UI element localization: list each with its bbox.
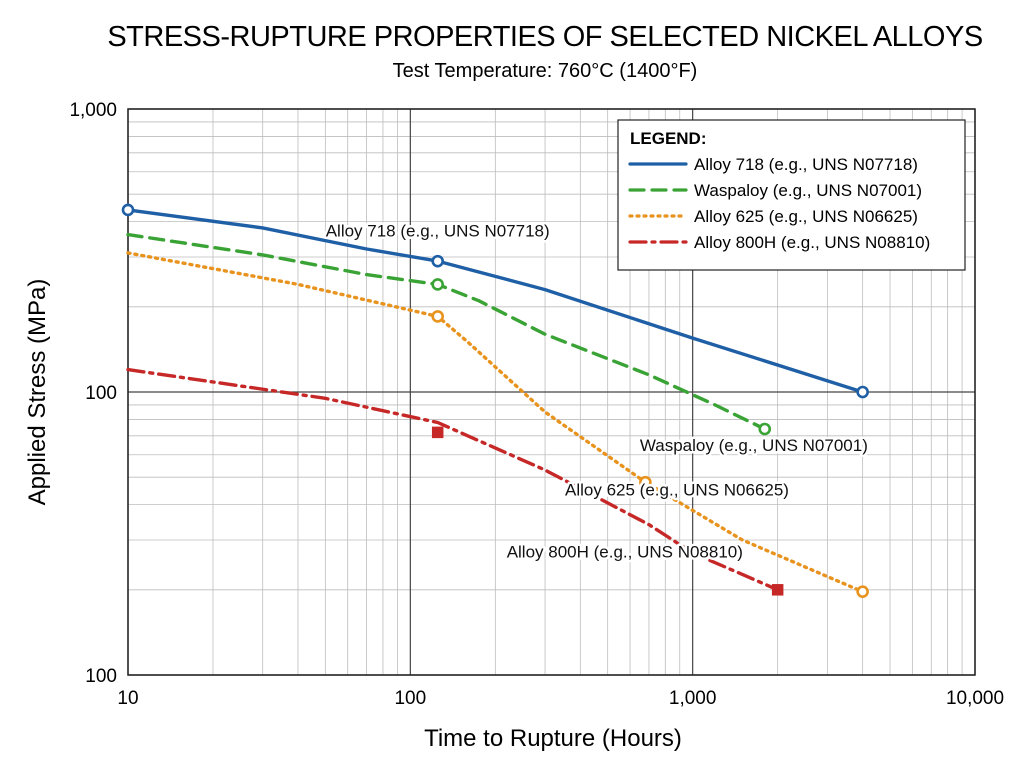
x-axis-label: Time to Rupture (Hours) [424, 725, 682, 752]
y-tick-label: 100 [85, 666, 117, 687]
y-tick-label: 100 [85, 383, 117, 404]
data-point-alloy-625 [639, 475, 652, 489]
legend-label-alloy-718: Alloy 718 (e.g., UNS N07718) [694, 155, 918, 174]
data-point-alloy-800h [771, 584, 784, 596]
series-line-alloy-800h [126, 367, 780, 592]
legend-label-alloy-625: Alloy 625 (e.g., UNS N06625) [694, 207, 918, 226]
annotation-alloy-800h: Alloy 800H (e.g., UNS N08810) [507, 543, 743, 562]
data-point-waspaloy [431, 278, 444, 291]
data-point-waspaloy [758, 422, 772, 436]
x-tick-label: 10 [117, 688, 138, 709]
annotation-alloy-625: Alloy 625 (e.g., UNS N06625) [565, 481, 789, 500]
annotation-waspaloy: Waspaloy (e.g., UNS N07001) [640, 436, 868, 455]
series-line-waspaloy [126, 232, 767, 431]
legend-items: Alloy 718 (e.g., UNS N07718) Waspaloy (e.… [628, 155, 930, 252]
data-point-alloy-718 [431, 254, 444, 268]
x-tick-label: 100 [394, 688, 426, 709]
y-tick-label: 1,000 [69, 100, 117, 121]
data-point-alloy-625 [431, 310, 444, 323]
series-line-alloy-625 [126, 251, 865, 594]
data-point-alloy-800h [431, 426, 444, 439]
series-layer [121, 203, 869, 598]
x-tick-label: 1,000 [669, 688, 717, 709]
chart-subtitle: Test Temperature: 760°C (1400°F) [393, 60, 698, 82]
x-tick-label: 10,000 [946, 688, 1004, 709]
y-axis-label: Applied Stress (MPa) [24, 279, 51, 506]
legend: LEGEND: Alloy 718 (e.g., UNS N07718) Wasp… [617, 119, 966, 271]
data-point-alloy-718 [856, 385, 869, 399]
annotation-alloy-718: Alloy 718 (e.g., UNS N07718) [326, 221, 550, 240]
legend-title: LEGEND: [630, 129, 707, 148]
data-point-alloy-718 [121, 203, 135, 217]
chart-title: STRESS-RUPTURE PROPERTIES OF SELECTED NI… [107, 21, 982, 53]
plot-area-frame [127, 108, 976, 676]
legend-label-waspaloy: Waspaloy (e.g., UNS N07001) [694, 181, 922, 200]
legend-box [617, 119, 966, 271]
series-annotations: Alloy 718 (e.g., UNS N07718) Waspaloy (e.… [323, 219, 870, 564]
data-point-alloy-625 [856, 585, 869, 598]
legend-label-alloy-800h: Alloy 800H (e.g., UNS N08810) [694, 233, 930, 252]
